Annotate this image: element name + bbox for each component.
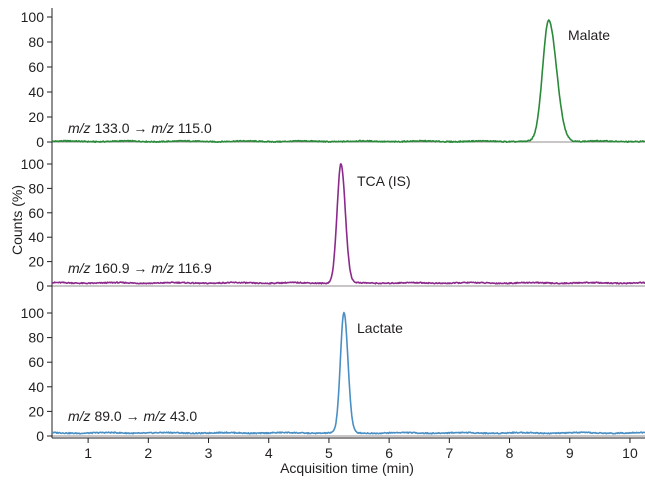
x-tick-label: 8 xyxy=(506,445,514,461)
y-tick-label: 20 xyxy=(28,109,44,125)
transition-value: → xyxy=(122,408,140,424)
transition-label: m/z 89.0 → m/z 43.0 xyxy=(68,408,197,424)
mz-label: m/z xyxy=(68,120,91,136)
mz-label: m/z xyxy=(68,260,91,276)
panel-malate: 0 20 40 60 80 100 Malate m/z 133.0 → m/z 115.0 xyxy=(21,9,645,150)
mz-label: m/z xyxy=(147,120,173,136)
mz-label: m/z xyxy=(140,408,166,424)
x-tick-label: 2 xyxy=(144,445,152,461)
transition-value: 115.0 xyxy=(174,120,212,136)
y-tick-label: 20 xyxy=(28,254,44,270)
y-tick-label: 100 xyxy=(21,9,45,25)
transition-value: 160.9 xyxy=(91,260,130,276)
series-line-lactate xyxy=(51,311,645,435)
x-tick-label: 5 xyxy=(325,445,333,461)
y-tick-label: 60 xyxy=(28,354,44,370)
transition-value: 89.0 xyxy=(91,408,122,424)
mz-label: m/z xyxy=(68,408,91,424)
peak-label: TCA (IS) xyxy=(357,173,411,189)
y-tick-label: 0 xyxy=(36,428,44,444)
y-tick-label: 60 xyxy=(28,59,44,75)
y-tick-label: 40 xyxy=(28,84,44,100)
y-tick-label: 20 xyxy=(28,403,44,419)
y-tick-label: 100 xyxy=(21,156,45,172)
x-tick-label: 7 xyxy=(445,445,453,461)
panel-tca-is-: 0 20 40 60 80 100 TCA (IS) m/z 160.9 → m/z 116.… xyxy=(21,156,645,294)
y-tick-label: 40 xyxy=(28,229,44,245)
x-tick-label: 9 xyxy=(566,445,574,461)
transition-value: → xyxy=(130,120,148,136)
y-axis-title: Counts (%) xyxy=(9,185,25,255)
mz-label: m/z xyxy=(147,260,173,276)
peak-label: Lactate xyxy=(357,320,403,336)
x-tick-label: 1 xyxy=(84,445,92,461)
transition-value: → xyxy=(130,260,148,276)
y-tick-label: 40 xyxy=(28,379,44,395)
y-tick-label: 100 xyxy=(21,305,45,321)
y-tick-label: 0 xyxy=(36,278,44,294)
y-tick-label: 80 xyxy=(28,330,44,346)
transition-label: m/z 133.0 → m/z 115.0 xyxy=(68,120,212,136)
x-tick-label: 3 xyxy=(205,445,213,461)
x-tick-label: 10 xyxy=(622,445,638,461)
series-line-malate xyxy=(51,19,645,144)
transition-value: 116.9 xyxy=(174,260,212,276)
transition-label: m/z 160.9 → m/z 116.9 xyxy=(68,260,212,276)
series-line-tca-is- xyxy=(51,163,645,285)
y-tick-label: 0 xyxy=(36,134,44,150)
peak-label: Malate xyxy=(568,27,610,43)
x-tick-label: 6 xyxy=(385,445,393,461)
y-tick-label: 60 xyxy=(28,205,44,221)
panel-lactate: 0 20 40 60 80 100 Lactate m/z 89.0 → m/z 43.0 xyxy=(21,305,645,444)
x-ticks-layer: 1 2 3 4 5 6 7 8 9 10 xyxy=(84,438,638,461)
y-tick-label: 80 xyxy=(28,180,44,196)
x-tick-label: 4 xyxy=(265,445,273,461)
transition-value: 43.0 xyxy=(166,408,197,424)
x-axis-title: Acquisition time (min) xyxy=(280,460,414,476)
transition-value: 133.0 xyxy=(91,120,130,136)
y-tick-label: 80 xyxy=(28,34,44,50)
